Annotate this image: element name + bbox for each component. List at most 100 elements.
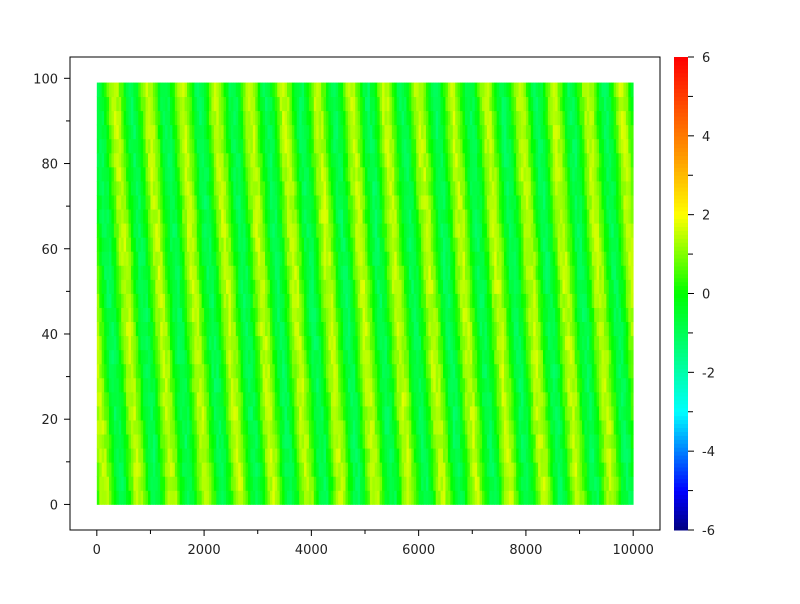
heatmap-cell bbox=[435, 181, 439, 196]
heatmap-cell bbox=[579, 377, 583, 393]
heatmap-cell bbox=[560, 237, 563, 252]
heatmap-cell bbox=[113, 462, 117, 477]
heatmap-cell bbox=[623, 335, 627, 351]
heatmap-cell bbox=[109, 293, 112, 308]
heatmap-cell bbox=[289, 223, 293, 238]
heatmap-cell bbox=[530, 195, 534, 210]
heatmap-cell bbox=[523, 195, 527, 210]
heatmap-cell bbox=[382, 293, 385, 308]
heatmap-cell bbox=[489, 335, 493, 351]
heatmap-cell bbox=[247, 476, 251, 491]
heatmap-cell bbox=[542, 251, 546, 266]
heatmap-cell bbox=[513, 434, 517, 449]
heatmap-cell bbox=[308, 363, 312, 379]
heatmap-cell bbox=[247, 406, 251, 421]
heatmap-cell bbox=[208, 279, 212, 294]
heatmap-cell bbox=[194, 321, 198, 337]
heatmap-cell bbox=[469, 391, 473, 407]
heatmap-cell bbox=[128, 448, 132, 463]
heatmap-cell bbox=[352, 265, 356, 280]
heatmap-cell bbox=[245, 448, 249, 463]
heatmap-cell bbox=[577, 321, 580, 337]
heatmap-cell bbox=[279, 420, 283, 435]
heatmap-cell bbox=[352, 462, 356, 477]
heatmap-cell bbox=[518, 448, 522, 463]
heatmap-cell bbox=[277, 223, 281, 238]
heatmap-cell bbox=[257, 363, 261, 379]
heatmap-cell bbox=[272, 391, 276, 407]
heatmap-cell bbox=[452, 223, 456, 238]
heatmap-cell bbox=[542, 434, 546, 449]
heatmap-cell bbox=[138, 377, 142, 393]
heatmap-cell bbox=[569, 265, 573, 280]
heatmap-cell bbox=[187, 293, 190, 308]
heatmap-cell bbox=[257, 279, 261, 294]
heatmap-cell bbox=[172, 237, 176, 252]
heatmap-cell bbox=[265, 462, 268, 477]
heatmap-cell bbox=[216, 420, 220, 435]
heatmap-cell bbox=[118, 476, 122, 491]
heatmap-cell bbox=[472, 265, 476, 280]
heatmap-cell bbox=[289, 434, 293, 449]
heatmap-cell bbox=[157, 462, 161, 477]
heatmap-cell bbox=[96, 251, 100, 266]
heatmap-cell bbox=[455, 377, 459, 393]
heatmap-cell bbox=[603, 448, 607, 463]
heatmap-cell bbox=[116, 420, 120, 435]
heatmap-cell bbox=[252, 462, 256, 477]
heatmap-cell bbox=[357, 265, 361, 280]
heatmap-cell bbox=[438, 279, 441, 294]
heatmap-cell bbox=[230, 307, 234, 323]
heatmap-cell bbox=[189, 265, 193, 280]
heatmap-cell bbox=[267, 209, 271, 224]
heatmap-cell bbox=[216, 181, 220, 196]
heatmap-cell bbox=[247, 307, 251, 323]
heatmap-cell bbox=[533, 391, 537, 407]
heatmap-cell bbox=[428, 406, 432, 421]
heatmap-cell bbox=[330, 279, 334, 294]
heatmap-cell bbox=[240, 279, 244, 294]
heatmap-cell bbox=[262, 406, 266, 421]
heatmap-cell bbox=[189, 406, 193, 421]
heatmap-cell bbox=[394, 349, 398, 365]
heatmap-cell bbox=[123, 265, 127, 280]
heatmap-cell bbox=[194, 363, 198, 379]
heatmap-cell bbox=[323, 335, 327, 351]
heatmap-cell bbox=[265, 476, 268, 491]
heatmap-cell bbox=[425, 321, 429, 337]
heatmap-cell bbox=[452, 490, 456, 505]
heatmap-cell bbox=[204, 363, 207, 379]
heatmap-cell bbox=[623, 462, 627, 477]
heatmap-cell bbox=[401, 209, 405, 224]
heatmap-cell bbox=[386, 223, 390, 238]
heatmap-cell bbox=[513, 406, 517, 421]
heatmap-cell bbox=[265, 406, 268, 421]
heatmap-cell bbox=[343, 181, 346, 196]
heatmap-cell bbox=[208, 195, 212, 210]
heatmap-cell bbox=[277, 237, 281, 252]
heatmap-cell bbox=[560, 321, 563, 337]
heatmap-cell bbox=[345, 279, 349, 294]
heatmap-cell bbox=[455, 349, 459, 365]
heatmap-cell bbox=[272, 293, 276, 308]
heatmap-cell bbox=[101, 335, 105, 351]
heatmap-cell bbox=[516, 209, 519, 224]
heatmap-cell bbox=[484, 490, 488, 505]
heatmap-cell bbox=[191, 237, 195, 252]
heatmap-cell bbox=[177, 406, 181, 421]
heatmap-cell bbox=[408, 279, 412, 294]
heatmap-cell bbox=[130, 490, 134, 505]
heatmap-cell bbox=[472, 434, 476, 449]
heatmap-cell bbox=[511, 476, 515, 491]
heatmap-cell bbox=[274, 420, 278, 435]
heatmap-cell bbox=[116, 237, 120, 252]
heatmap-cell bbox=[286, 251, 290, 266]
heatmap-cell bbox=[296, 349, 300, 365]
heatmap-cell bbox=[374, 462, 378, 477]
heatmap-cell bbox=[552, 265, 556, 280]
heatmap-cell bbox=[423, 307, 427, 323]
heatmap-cell bbox=[262, 476, 266, 491]
heatmap-cell bbox=[238, 490, 242, 505]
heatmap-cell bbox=[184, 448, 188, 463]
heatmap-cell bbox=[477, 307, 480, 323]
